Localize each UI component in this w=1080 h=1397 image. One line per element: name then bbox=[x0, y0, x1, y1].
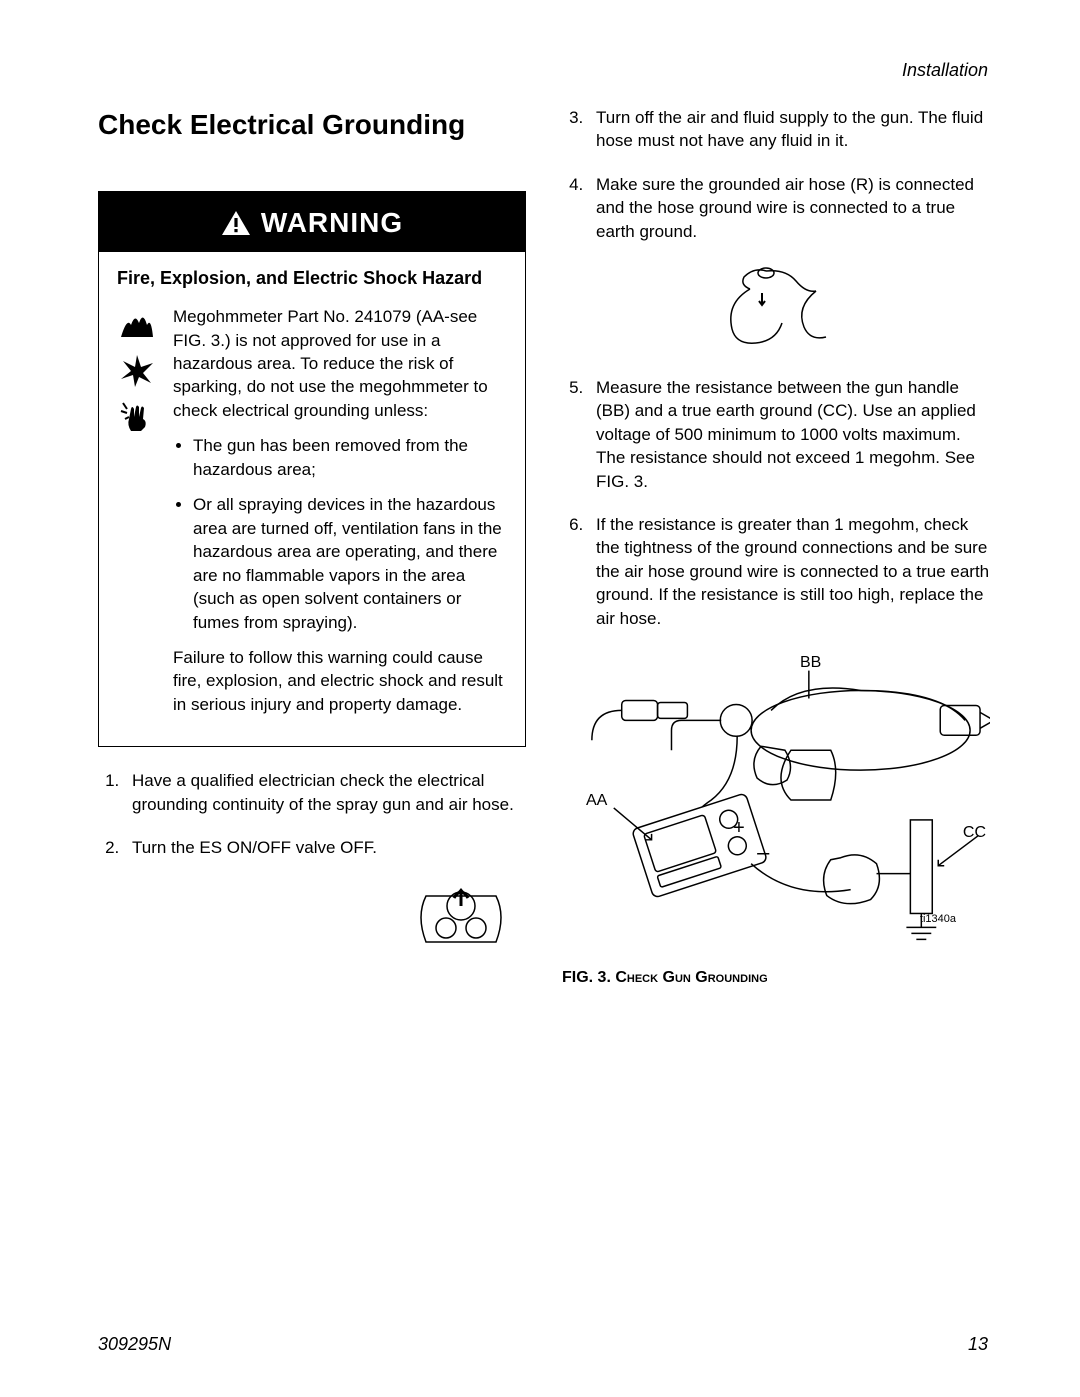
warning-bullets: The gun has been removed from the hazard… bbox=[173, 434, 507, 634]
valve-icon bbox=[406, 876, 516, 960]
page-footer: 309295N 13 bbox=[98, 1334, 988, 1355]
steps-left: Have a qualified electrician check the e… bbox=[98, 769, 526, 859]
fig-label-aa: AA bbox=[586, 790, 607, 812]
page: Installation Check Electrical Grounding … bbox=[0, 0, 1080, 1397]
section-header: Installation bbox=[902, 60, 988, 81]
fig-small-id: ti1340a bbox=[920, 912, 956, 927]
step-item: Have a qualified electrician check the e… bbox=[124, 769, 526, 816]
step-item: Make sure the grounded air hose (R) is c… bbox=[588, 173, 990, 243]
hazard-row: Megohmmeter Part No. 241079 (AA-see FIG.… bbox=[117, 305, 507, 728]
step-item: Measure the resistance between the gun h… bbox=[588, 376, 990, 493]
warning-bullet: Or all spraying devices in the hazardous… bbox=[193, 493, 507, 634]
left-column: Check Electrical Grounding WARNING Fire,… bbox=[98, 106, 526, 995]
hazard-title: Fire, Explosion, and Electric Shock Haza… bbox=[117, 266, 507, 291]
svg-text:–: – bbox=[757, 840, 770, 865]
page-number: 13 bbox=[968, 1334, 988, 1355]
grounding-diagram-icon: + – bbox=[562, 650, 990, 950]
explosion-icon bbox=[117, 353, 157, 387]
hazard-text: Megohmmeter Part No. 241079 (AA-see FIG.… bbox=[173, 305, 507, 728]
grounding-figure: BB AA CC ti1340a bbox=[562, 650, 990, 989]
content-columns: Check Electrical Grounding WARNING Fire,… bbox=[98, 106, 990, 995]
fig-label-cc: CC bbox=[963, 822, 986, 844]
hose-figure bbox=[562, 263, 990, 361]
hose-icon bbox=[696, 263, 856, 355]
step-item: Turn off the air and fluid supply to the… bbox=[588, 106, 990, 153]
warning-box: WARNING Fire, Explosion, and Electric Sh… bbox=[98, 191, 526, 748]
fire-icon bbox=[117, 307, 157, 341]
warning-body: Fire, Explosion, and Electric Shock Haza… bbox=[99, 252, 525, 746]
steps-right: Turn off the air and fluid supply to the… bbox=[562, 106, 990, 243]
valve-figure bbox=[98, 876, 526, 966]
doc-number: 309295N bbox=[98, 1334, 171, 1355]
warning-intro: Megohmmeter Part No. 241079 (AA-see FIG.… bbox=[173, 305, 507, 422]
figure-caption: FIG. 3. Check Gun Grounding bbox=[562, 967, 990, 989]
warning-header: WARNING bbox=[99, 192, 525, 253]
step-item: Turn the ES ON/OFF valve OFF. bbox=[124, 836, 526, 859]
warning-label: WARNING bbox=[261, 204, 403, 243]
right-column: Turn off the air and fluid supply to the… bbox=[562, 106, 990, 995]
svg-text:+: + bbox=[733, 817, 745, 839]
page-title: Check Electrical Grounding bbox=[98, 106, 526, 145]
fig-label-bb: BB bbox=[800, 652, 821, 674]
step-item: If the resistance is greater than 1 mego… bbox=[588, 513, 990, 630]
warning-triangle-icon bbox=[221, 210, 251, 236]
shock-hand-icon bbox=[117, 399, 157, 433]
warning-bullet: The gun has been removed from the hazard… bbox=[193, 434, 507, 481]
steps-right-2: Measure the resistance between the gun h… bbox=[562, 376, 990, 631]
figure-caption-text: FIG. 3. Check Gun Grounding bbox=[562, 969, 768, 986]
hazard-icons bbox=[117, 305, 159, 728]
warning-failure: Failure to follow this warning could cau… bbox=[173, 646, 507, 716]
